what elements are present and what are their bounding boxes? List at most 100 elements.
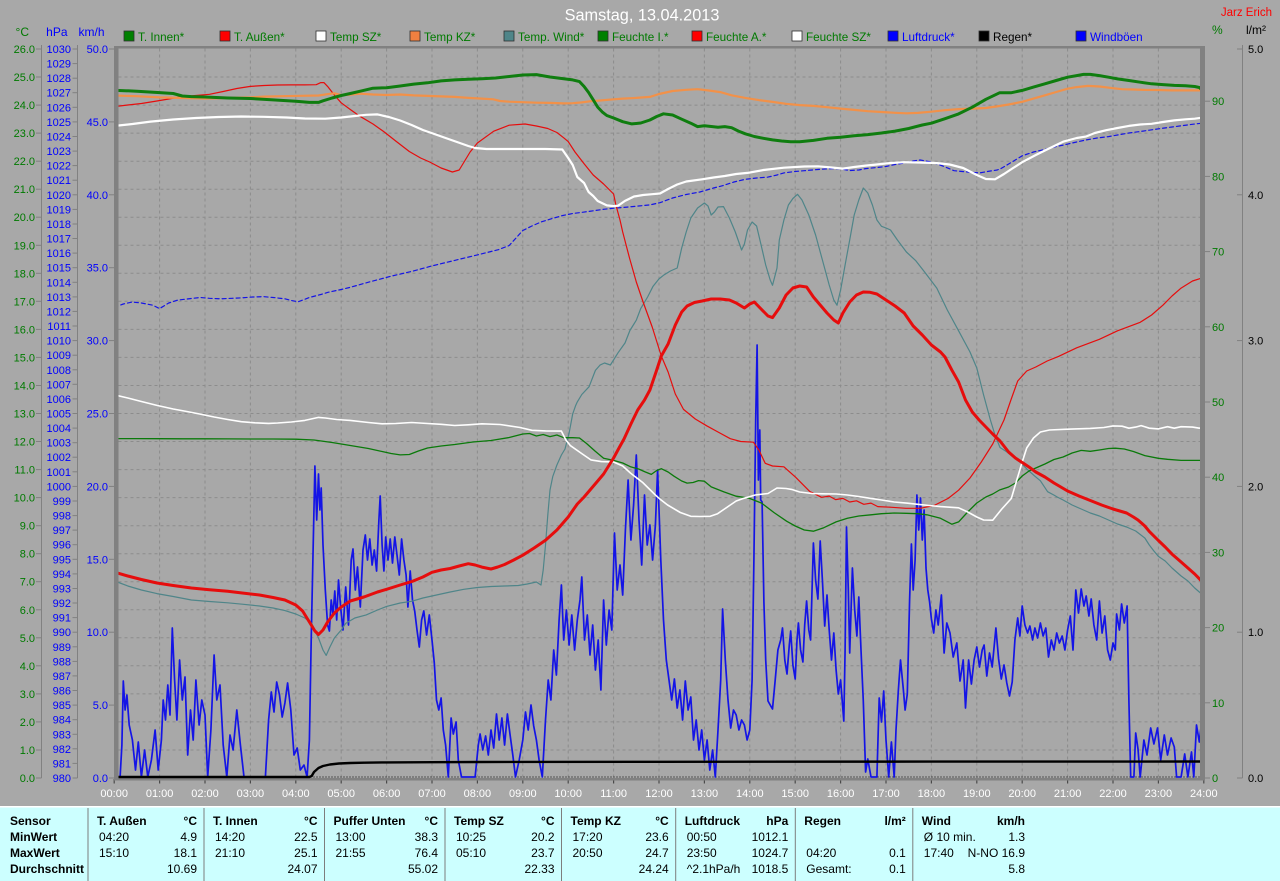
svg-text:70: 70 [1212,247,1224,259]
svg-text:986: 986 [53,686,71,698]
svg-text:4.9: 4.9 [180,830,197,844]
svg-text:1015: 1015 [47,263,71,275]
svg-text:Temp KZ*: Temp KZ* [424,31,476,44]
svg-text:Gesamt:: Gesamt: [806,862,851,876]
svg-text:983: 983 [53,729,71,741]
svg-text:°C: °C [16,25,30,39]
svg-text:11.0: 11.0 [14,465,35,477]
svg-text:30: 30 [1212,547,1224,559]
svg-text:04:20: 04:20 [806,846,836,860]
svg-text:20: 20 [1212,623,1224,635]
svg-text:1011: 1011 [47,321,71,333]
svg-text:12:00: 12:00 [645,788,673,800]
svg-text:21:00: 21:00 [1054,788,1082,800]
svg-text:22.5: 22.5 [294,830,318,844]
svg-text:45.0: 45.0 [87,117,108,129]
svg-text:25.1: 25.1 [294,846,318,860]
svg-text:22.33: 22.33 [524,862,554,876]
svg-text:0.1: 0.1 [889,862,906,876]
svg-text:1021: 1021 [47,175,71,187]
svg-text:17:40: 17:40 [924,846,954,860]
svg-text:T. Innen*: T. Innen* [138,31,185,44]
svg-text:989: 989 [53,642,71,654]
svg-text:0.0: 0.0 [1248,773,1263,785]
svg-text:1030: 1030 [47,44,71,56]
svg-text:^2.1hPa/h: ^2.1hPa/h [687,862,741,876]
svg-text:00:50: 00:50 [687,830,717,844]
svg-text:1023: 1023 [47,146,71,158]
svg-text:Regen*: Regen* [993,31,1032,44]
svg-text:22.0: 22.0 [14,156,35,168]
svg-text:19:00: 19:00 [963,788,991,800]
svg-text:1005: 1005 [47,409,71,421]
svg-text:23:50: 23:50 [687,846,717,860]
svg-text:23.0: 23.0 [14,128,35,140]
svg-text:995: 995 [53,554,71,566]
svg-text:Temp SZ*: Temp SZ* [330,31,382,44]
svg-text:Jarz Erich: Jarz Erich [1221,7,1272,19]
svg-text:2.0: 2.0 [20,717,35,729]
svg-text:5.8: 5.8 [1008,862,1025,876]
svg-text:23.7: 23.7 [531,846,555,860]
svg-text:10.0: 10.0 [14,493,35,505]
svg-text:0.1: 0.1 [889,846,906,860]
svg-text:2.0: 2.0 [1248,481,1263,493]
svg-text:1022: 1022 [47,161,71,173]
svg-text:10: 10 [1212,698,1224,710]
svg-text:1001: 1001 [47,467,71,479]
svg-text:20.0: 20.0 [14,212,35,224]
svg-text:T. Innen: T. Innen [213,814,258,828]
svg-text:13.0: 13.0 [14,409,35,421]
svg-text:Regen: Regen [804,814,841,828]
svg-text:1013: 1013 [47,292,71,304]
svg-text:22:00: 22:00 [1099,788,1127,800]
svg-text:8.0: 8.0 [20,549,35,561]
svg-text:4.0: 4.0 [1248,190,1263,202]
svg-text:°C: °C [655,814,669,828]
svg-text:MinWert: MinWert [10,830,57,844]
svg-text:24.24: 24.24 [639,862,669,876]
svg-text:981: 981 [53,758,71,770]
svg-text:76.4: 76.4 [415,846,439,860]
svg-text:Luftdruck*: Luftdruck* [902,31,955,44]
svg-text:982: 982 [53,744,71,756]
svg-text:03:00: 03:00 [237,788,265,800]
svg-text:7.0: 7.0 [20,577,35,589]
svg-text:38.3: 38.3 [415,830,439,844]
svg-text:1024: 1024 [47,132,71,144]
svg-text:3.0: 3.0 [20,689,35,701]
svg-text:08:00: 08:00 [464,788,492,800]
svg-text:15.0: 15.0 [14,352,35,364]
svg-text:990: 990 [53,627,71,639]
svg-text:Windböen: Windböen [1090,31,1143,44]
svg-text:999: 999 [53,496,71,508]
svg-text:16:00: 16:00 [827,788,855,800]
svg-text:1016: 1016 [47,248,71,260]
svg-text:21.0: 21.0 [14,184,35,196]
svg-text:km/h: km/h [78,25,104,39]
svg-text:1006: 1006 [47,394,71,406]
svg-text:1012.1: 1012.1 [752,830,789,844]
svg-text:05:00: 05:00 [327,788,355,800]
svg-text:Ø 10 min.: Ø 10 min. [924,830,976,844]
svg-text:80: 80 [1212,171,1224,183]
svg-text:1000: 1000 [47,481,71,493]
svg-text:24:00: 24:00 [1190,788,1218,800]
svg-text:l/m²: l/m² [1246,23,1266,37]
svg-text:Puffer Unten: Puffer Unten [334,814,406,828]
svg-text:5.0: 5.0 [20,633,35,645]
svg-text:988: 988 [53,656,71,668]
svg-text:0.0: 0.0 [20,773,35,785]
svg-text:24.07: 24.07 [287,862,317,876]
svg-text:1017: 1017 [47,234,71,246]
svg-text:00:00: 00:00 [100,788,128,800]
svg-text:10.0: 10.0 [87,627,108,639]
svg-text:hPa: hPa [766,814,788,828]
svg-text:13:00: 13:00 [691,788,719,800]
svg-text:994: 994 [53,569,71,581]
svg-text:09:00: 09:00 [509,788,537,800]
svg-text:Feuchte A.*: Feuchte A.* [706,31,767,44]
svg-text:MaxWert: MaxWert [10,846,60,860]
svg-text:985: 985 [53,700,71,712]
svg-text:5.0: 5.0 [1248,44,1263,56]
